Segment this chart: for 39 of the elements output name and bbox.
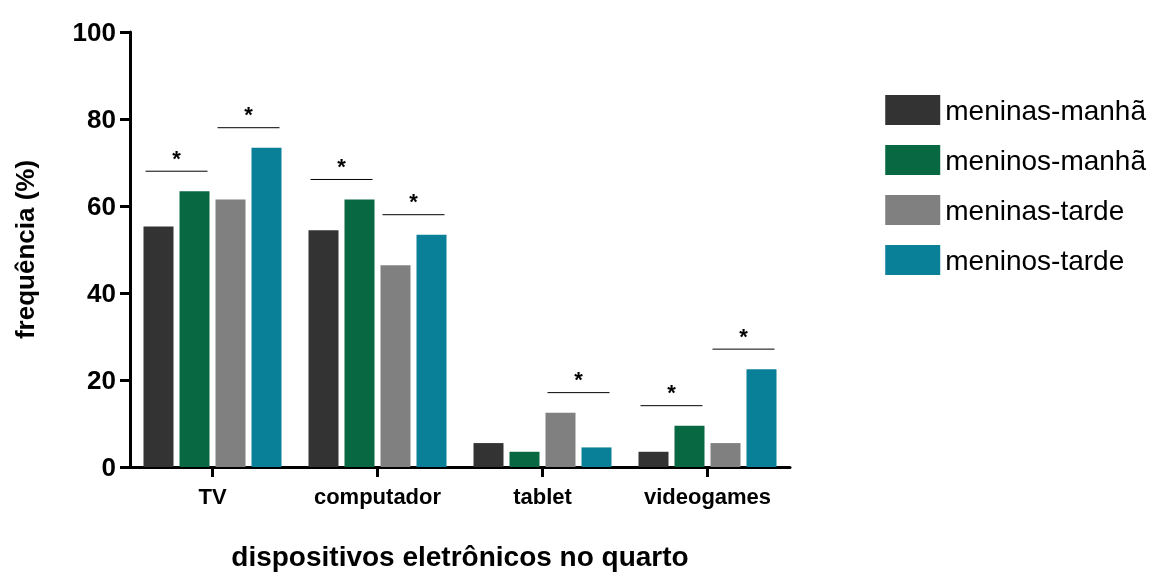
y-tick-label: 100 xyxy=(72,17,116,47)
x-axis-title: dispositivos eletrônicos no quarto xyxy=(231,540,689,572)
bar xyxy=(710,443,741,467)
annotation: * xyxy=(244,102,254,128)
bar xyxy=(143,226,174,467)
bar xyxy=(473,443,504,467)
annotation: * xyxy=(337,153,347,179)
x-tick-label: computador xyxy=(313,483,442,509)
bar xyxy=(344,199,375,467)
bar xyxy=(674,425,705,467)
annotation: * xyxy=(172,145,182,171)
bar xyxy=(638,451,669,467)
legend-label: meninas-manhã xyxy=(945,94,1147,126)
legend-label: meninos-tarde xyxy=(945,244,1125,276)
bar xyxy=(509,451,540,467)
y-tick-label: 0 xyxy=(101,452,116,482)
bar xyxy=(545,412,576,467)
bar xyxy=(746,369,777,467)
x-tick-label: TV xyxy=(198,483,227,509)
annotation: * xyxy=(409,189,419,215)
annotation: * xyxy=(739,323,749,349)
y-tick-label: 40 xyxy=(87,278,116,308)
y-tick-label: 60 xyxy=(87,191,116,221)
y-tick-label: 20 xyxy=(87,365,116,395)
bar xyxy=(380,265,411,467)
x-tick-label: tablet xyxy=(513,483,573,509)
bar xyxy=(251,147,282,467)
bar xyxy=(581,447,612,467)
x-tick-label: videogames xyxy=(643,483,772,509)
bar xyxy=(416,234,447,467)
annotation: * xyxy=(667,380,677,406)
y-tick-label: 80 xyxy=(87,104,116,134)
legend-label: meninas-tarde xyxy=(945,194,1125,226)
bar xyxy=(215,199,246,467)
y-axis-title: frequência (%) xyxy=(10,159,40,340)
legend-label: meninos-manhã xyxy=(945,144,1147,176)
bar xyxy=(308,230,339,467)
annotation: * xyxy=(574,367,584,393)
bar xyxy=(179,191,210,467)
